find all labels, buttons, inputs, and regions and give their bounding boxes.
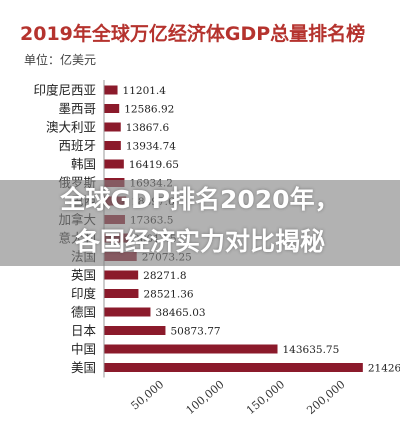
bar bbox=[104, 363, 363, 372]
value-label: 11201.4 bbox=[123, 85, 167, 97]
value-label: 13934.74 bbox=[126, 141, 176, 153]
value-label: 50873.77 bbox=[170, 326, 220, 338]
value-label: 143635.75 bbox=[283, 344, 340, 356]
bar bbox=[104, 104, 120, 113]
bar bbox=[104, 289, 139, 298]
value-label: 16419.65 bbox=[129, 159, 179, 171]
bar bbox=[104, 141, 121, 150]
value-label: 28271.8 bbox=[143, 270, 186, 282]
value-label: 28521.36 bbox=[143, 289, 193, 301]
bar bbox=[104, 307, 151, 317]
bar bbox=[104, 344, 278, 354]
value-label: 38465.03 bbox=[155, 307, 205, 319]
category-label: 印度尼西亚 bbox=[33, 83, 96, 98]
category-label: 英国 bbox=[71, 268, 96, 283]
chart-title: 2019年全球万亿经济体GDP总量排名榜 bbox=[20, 22, 365, 45]
category-label: 日本 bbox=[71, 323, 97, 338]
headline-line-2: 各国经济实力对比揭秘 bbox=[74, 227, 325, 256]
bar bbox=[104, 122, 121, 132]
category-label: 墨西哥 bbox=[58, 101, 96, 116]
bar bbox=[104, 326, 166, 335]
unit-label: 单位：亿美元 bbox=[24, 52, 96, 67]
category-label: 中国 bbox=[71, 342, 96, 357]
value-label: 214268.79 bbox=[368, 363, 400, 375]
bar bbox=[104, 270, 139, 280]
x-tick-label: 100,000 bbox=[184, 378, 227, 417]
x-tick-label: 150,000 bbox=[244, 378, 287, 417]
category-label: 西班牙 bbox=[58, 138, 96, 153]
category-label: 澳大利亚 bbox=[46, 120, 96, 135]
category-label: 德国 bbox=[71, 305, 96, 320]
value-label: 13867.6 bbox=[126, 122, 170, 134]
x-tick-labels: 50,000 100,000 150,000 200,000 bbox=[128, 378, 347, 417]
category-label: 印度 bbox=[71, 286, 97, 301]
category-label: 美国 bbox=[71, 360, 96, 375]
bar bbox=[104, 85, 118, 95]
x-tick-label: 200,000 bbox=[304, 378, 347, 417]
x-tick-label: 50,000 bbox=[128, 378, 166, 413]
headline-banner: 全球GDP排名2020年， 各国经济实力对比揭秘 bbox=[0, 180, 400, 266]
bar bbox=[104, 159, 124, 169]
headline-line-1: 全球GDP排名2020年， bbox=[60, 185, 340, 214]
value-label: 12586.92 bbox=[124, 104, 174, 116]
category-label: 韩国 bbox=[71, 157, 96, 172]
